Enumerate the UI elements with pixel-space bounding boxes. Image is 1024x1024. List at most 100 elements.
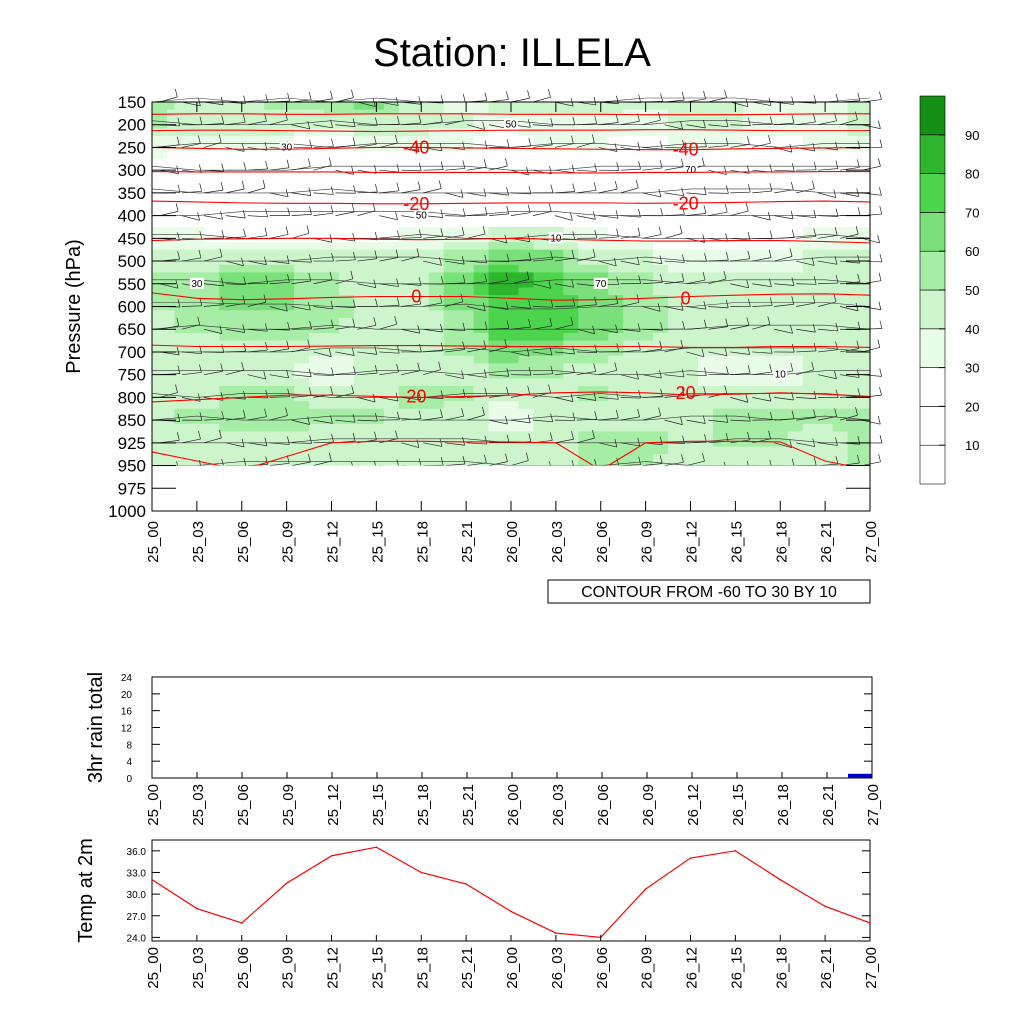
rh-cell (518, 355, 534, 364)
rh-cell (817, 446, 834, 455)
wind-barb-flag (811, 257, 815, 266)
rh-cell (757, 105, 774, 111)
rh-cell (548, 151, 564, 160)
y-tick-label: 300 (118, 161, 146, 180)
rh-cell (264, 204, 280, 213)
rh-cell (413, 401, 430, 410)
rh-cell (518, 378, 534, 387)
rh-cell (855, 128, 864, 137)
rh-cell (294, 196, 310, 205)
wind-barb-flag (265, 275, 269, 284)
rh-cell (398, 386, 415, 395)
rh-cell (338, 109, 355, 114)
wind-barb-flag (702, 271, 706, 281)
rh-cell (683, 393, 699, 402)
rh-cell (855, 408, 864, 417)
rh-cell (294, 128, 310, 137)
wind-barb (510, 351, 530, 357)
rh-cell (787, 355, 804, 364)
wind-barb-flag (550, 118, 554, 127)
wind-barb-flag (811, 180, 815, 189)
rh-cell (712, 363, 729, 372)
rh-cell (727, 355, 744, 364)
wind-barb (401, 237, 422, 239)
rh-cell (338, 454, 355, 459)
wind-barb-flag (681, 454, 684, 463)
rh-cell (518, 401, 534, 410)
wind-barb (554, 257, 575, 262)
rh-cell (608, 333, 624, 342)
rh-cell (862, 287, 871, 296)
wind-barb (291, 395, 312, 398)
rh-cell (608, 196, 624, 205)
wind-barb-flag (703, 301, 707, 310)
rh-cell (503, 173, 519, 183)
rain-frame (151, 676, 873, 779)
rh-cell (503, 423, 519, 432)
rh-cell (668, 196, 684, 205)
wind-barb-flag (879, 205, 883, 215)
wind-barb-flag (528, 252, 532, 261)
rh-cell (548, 295, 564, 304)
rh-cell (204, 226, 220, 236)
rh-cell (353, 295, 370, 304)
rh-cell (383, 355, 400, 364)
rh-cell (772, 355, 789, 364)
rh-cell (159, 454, 168, 459)
rh-cell (294, 370, 310, 379)
rh-cell (234, 355, 250, 364)
wind-barb-flag (374, 431, 377, 440)
rh-cell (518, 173, 534, 183)
rh-cell (383, 272, 400, 281)
temp-x-tick-label: 26_00 (504, 947, 521, 989)
rh-cell (152, 151, 160, 160)
rh-cell (548, 370, 564, 379)
rh-cell (832, 287, 849, 296)
rh-cell (294, 102, 310, 107)
wind-barb-flag (397, 411, 400, 420)
rh-cell (294, 158, 310, 167)
rh-cell (653, 378, 669, 387)
y-tick-label: 750 (118, 366, 146, 385)
rh-cell (166, 431, 175, 440)
rh-cell (353, 457, 370, 463)
rh-cell (855, 340, 864, 349)
rh-cell (338, 196, 355, 205)
rh-cell (817, 113, 834, 122)
rh-cell (548, 113, 564, 122)
y-tick-label: 650 (118, 320, 146, 339)
wind-barb (708, 124, 729, 128)
rh-cell (847, 408, 856, 417)
rh-cell (548, 423, 564, 432)
rh-cell (548, 355, 564, 364)
rh-cell (398, 136, 415, 145)
rh-cell (855, 431, 864, 440)
rh-cell (802, 295, 819, 304)
rh-cell (593, 219, 609, 228)
rh-cell (324, 211, 340, 220)
rh-cell (593, 181, 609, 190)
rh-cell (174, 272, 190, 281)
wind-barb (752, 142, 771, 148)
wind-barb-flag (550, 251, 553, 260)
wind-barb-flag (177, 251, 180, 260)
temp-contour-line (151, 440, 871, 471)
rh-cell (802, 105, 819, 111)
rh-cell (152, 378, 160, 387)
rh-cell (712, 249, 729, 258)
rh-cell (802, 226, 819, 236)
rh-cell (518, 242, 534, 251)
rh-cell (413, 340, 430, 349)
wind-barb-flag (703, 205, 707, 214)
rh-cell (279, 423, 295, 432)
rh-cell (608, 242, 624, 251)
rh-cell (578, 211, 594, 220)
wind-barb (247, 235, 268, 239)
rh-cell (189, 355, 205, 364)
rh-cell (488, 102, 505, 107)
rh-cell (428, 401, 445, 410)
rh-cell (174, 408, 190, 417)
colorbar-swatch (919, 406, 946, 446)
rh-cell (757, 189, 774, 198)
rh-cell (294, 120, 310, 130)
